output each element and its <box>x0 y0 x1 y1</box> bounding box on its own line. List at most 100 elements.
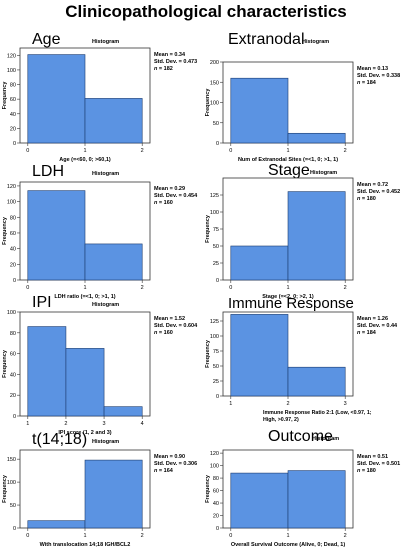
y-tick-label: 20 <box>213 514 219 520</box>
x-tick-label: 0 <box>26 148 29 154</box>
y-tick-label: 60 <box>10 97 16 103</box>
x-tick-label: 1 <box>286 148 289 154</box>
histogram-subtitle: Histogram <box>92 439 119 445</box>
panel-big-label: Age <box>32 31 61 48</box>
y-tick-label: 40 <box>213 501 219 507</box>
x-tick-label: 1 <box>83 533 86 539</box>
y-axis-label: Frequency <box>2 216 8 245</box>
stat-std-dev: Std. Dev. = 0.338 <box>357 73 400 79</box>
stat-n-value: = 184 <box>360 80 376 86</box>
histogram-bar <box>27 54 86 144</box>
histogram-subtitle: Histogram <box>92 171 119 177</box>
stat-std-dev: Std. Dev. = 0.501 <box>357 461 400 467</box>
stat-n-value: = 180 <box>360 196 375 202</box>
y-tick-label: 40 <box>10 372 16 378</box>
histogram-bar <box>103 406 143 417</box>
y-tick-label: 75 <box>213 227 219 233</box>
histogram-bar <box>287 132 346 144</box>
x-tick-label: 0 <box>229 285 232 291</box>
y-tick-label: 80 <box>10 215 16 221</box>
stat-n-value: = 180 <box>360 468 375 474</box>
x-axis-label: IPI score (1, 2 and 3) <box>58 430 111 436</box>
histogram-bar <box>65 348 105 417</box>
stat-std-dev: Std. Dev. = 0.604 <box>154 323 198 329</box>
histogram-subtitle: Histogram <box>312 436 339 442</box>
x-tick-label: 3 <box>344 401 347 407</box>
panel-big-label: Immune Response <box>228 295 354 312</box>
x-tick-label: 1 <box>26 421 29 427</box>
stat-std-dev: Std. Dev. = 0.473 <box>154 59 197 65</box>
y-tick-label: 0 <box>13 278 16 284</box>
x-tick-label: 0 <box>26 285 29 291</box>
y-tick-label: 80 <box>213 476 219 482</box>
stat-std-dev: Std. Dev. = 0.306 <box>154 461 197 467</box>
stat-n: n = 182 <box>154 66 173 72</box>
stat-n-symbol: n <box>357 80 361 86</box>
y-tick-label: 0 <box>216 278 219 284</box>
y-tick-label: 20 <box>10 126 16 132</box>
y-tick-label: 100 <box>210 210 219 216</box>
y-tick-label: 0 <box>13 141 16 147</box>
stat-n: n = 180 <box>357 196 376 202</box>
x-tick-label: 1 <box>83 148 86 154</box>
histogram-panel: Stage Histogram 0 25 50 75 100 125 0 1 2 Frequency S… <box>205 162 400 300</box>
histogram-panel: Immune Response 0 25 50 75 100 125 1 2 3 Frequency… <box>205 295 398 423</box>
y-tick-label: 120 <box>210 451 219 457</box>
histogram-bar <box>84 459 143 529</box>
stat-mean: Mean = 0.90 <box>154 454 185 460</box>
y-tick-label: 0 <box>216 394 219 400</box>
histogram-bar <box>287 191 346 281</box>
stat-n: n = 184 <box>357 80 377 86</box>
histogram-bar <box>27 190 86 281</box>
histogram-panel: IPI Histogram 0 20 40 60 80 100 1 2 3 4 Frequency IPI… <box>2 294 198 436</box>
y-tick-label: 100 <box>210 334 219 340</box>
histogram-bar <box>84 243 143 281</box>
x-axis-label: Age (=<60, 0; >60,1) <box>59 157 111 163</box>
stat-std-dev: Std. Dev. = 0.452 <box>357 189 400 195</box>
y-tick-label: 100 <box>210 101 219 107</box>
y-tick-label: 60 <box>10 352 16 358</box>
x-tick-label: 2 <box>64 421 67 427</box>
y-axis-label: Frequency <box>205 474 211 503</box>
x-tick-label: 3 <box>103 421 106 427</box>
stat-mean: Mean = 0.13 <box>357 66 388 72</box>
panel-big-label: Stage <box>268 162 310 179</box>
x-tick-label: 2 <box>344 148 347 154</box>
stat-n-value: = 164 <box>157 468 173 474</box>
y-tick-label: 80 <box>10 331 16 337</box>
histogram-bar <box>287 470 346 529</box>
y-axis-label: Frequency <box>2 349 8 378</box>
histogram-bar <box>230 77 289 144</box>
histogram-subtitle: Histogram <box>92 39 119 45</box>
x-axis-label: LDH ratio (=<1, 0; >1, 1) <box>54 294 115 300</box>
x-tick-label: 2 <box>344 285 347 291</box>
y-tick-label: 20 <box>10 262 16 268</box>
histogram-bar <box>27 520 86 529</box>
stat-n-symbol: n <box>357 330 361 336</box>
stat-n: n = 180 <box>357 468 376 474</box>
stat-n: n = 164 <box>154 468 174 474</box>
y-tick-label: 50 <box>213 244 219 250</box>
y-tick-label: 25 <box>213 261 219 267</box>
y-tick-label: 100 <box>7 480 16 486</box>
histogram-bar <box>230 245 289 281</box>
x-tick-label: 2 <box>286 401 289 407</box>
y-axis-label: Frequency <box>2 474 8 503</box>
stat-std-dev: Std. Dev. = 0.454 <box>154 193 198 199</box>
y-tick-label: 125 <box>210 319 219 325</box>
panel-big-label: IPI <box>32 294 52 311</box>
x-tick-label: 2 <box>141 285 144 291</box>
x-axis-label: High, >0.97, 2) <box>263 417 299 423</box>
histogram-panel: Age Histogram 0 20 40 60 80 100 120 0 1 2 Frequency A… <box>2 31 197 163</box>
y-tick-label: 100 <box>7 200 16 206</box>
x-tick-label: 1 <box>83 285 86 291</box>
x-axis-label: Num of Extranodal Sites (=<1, 0; >1, 1) <box>238 157 338 163</box>
histogram-panel: t(14;18) Histogram 0 50 100 150 0 1 2 Frequency Wi… <box>2 431 197 548</box>
x-axis-label: Overall Survival Outcome (Alive, 0; Dead… <box>231 542 345 548</box>
y-tick-label: 100 <box>7 310 16 316</box>
stat-mean: Mean = 0.29 <box>154 186 185 192</box>
x-tick-label: 2 <box>141 533 144 539</box>
stat-n-value: = 184 <box>360 330 376 336</box>
